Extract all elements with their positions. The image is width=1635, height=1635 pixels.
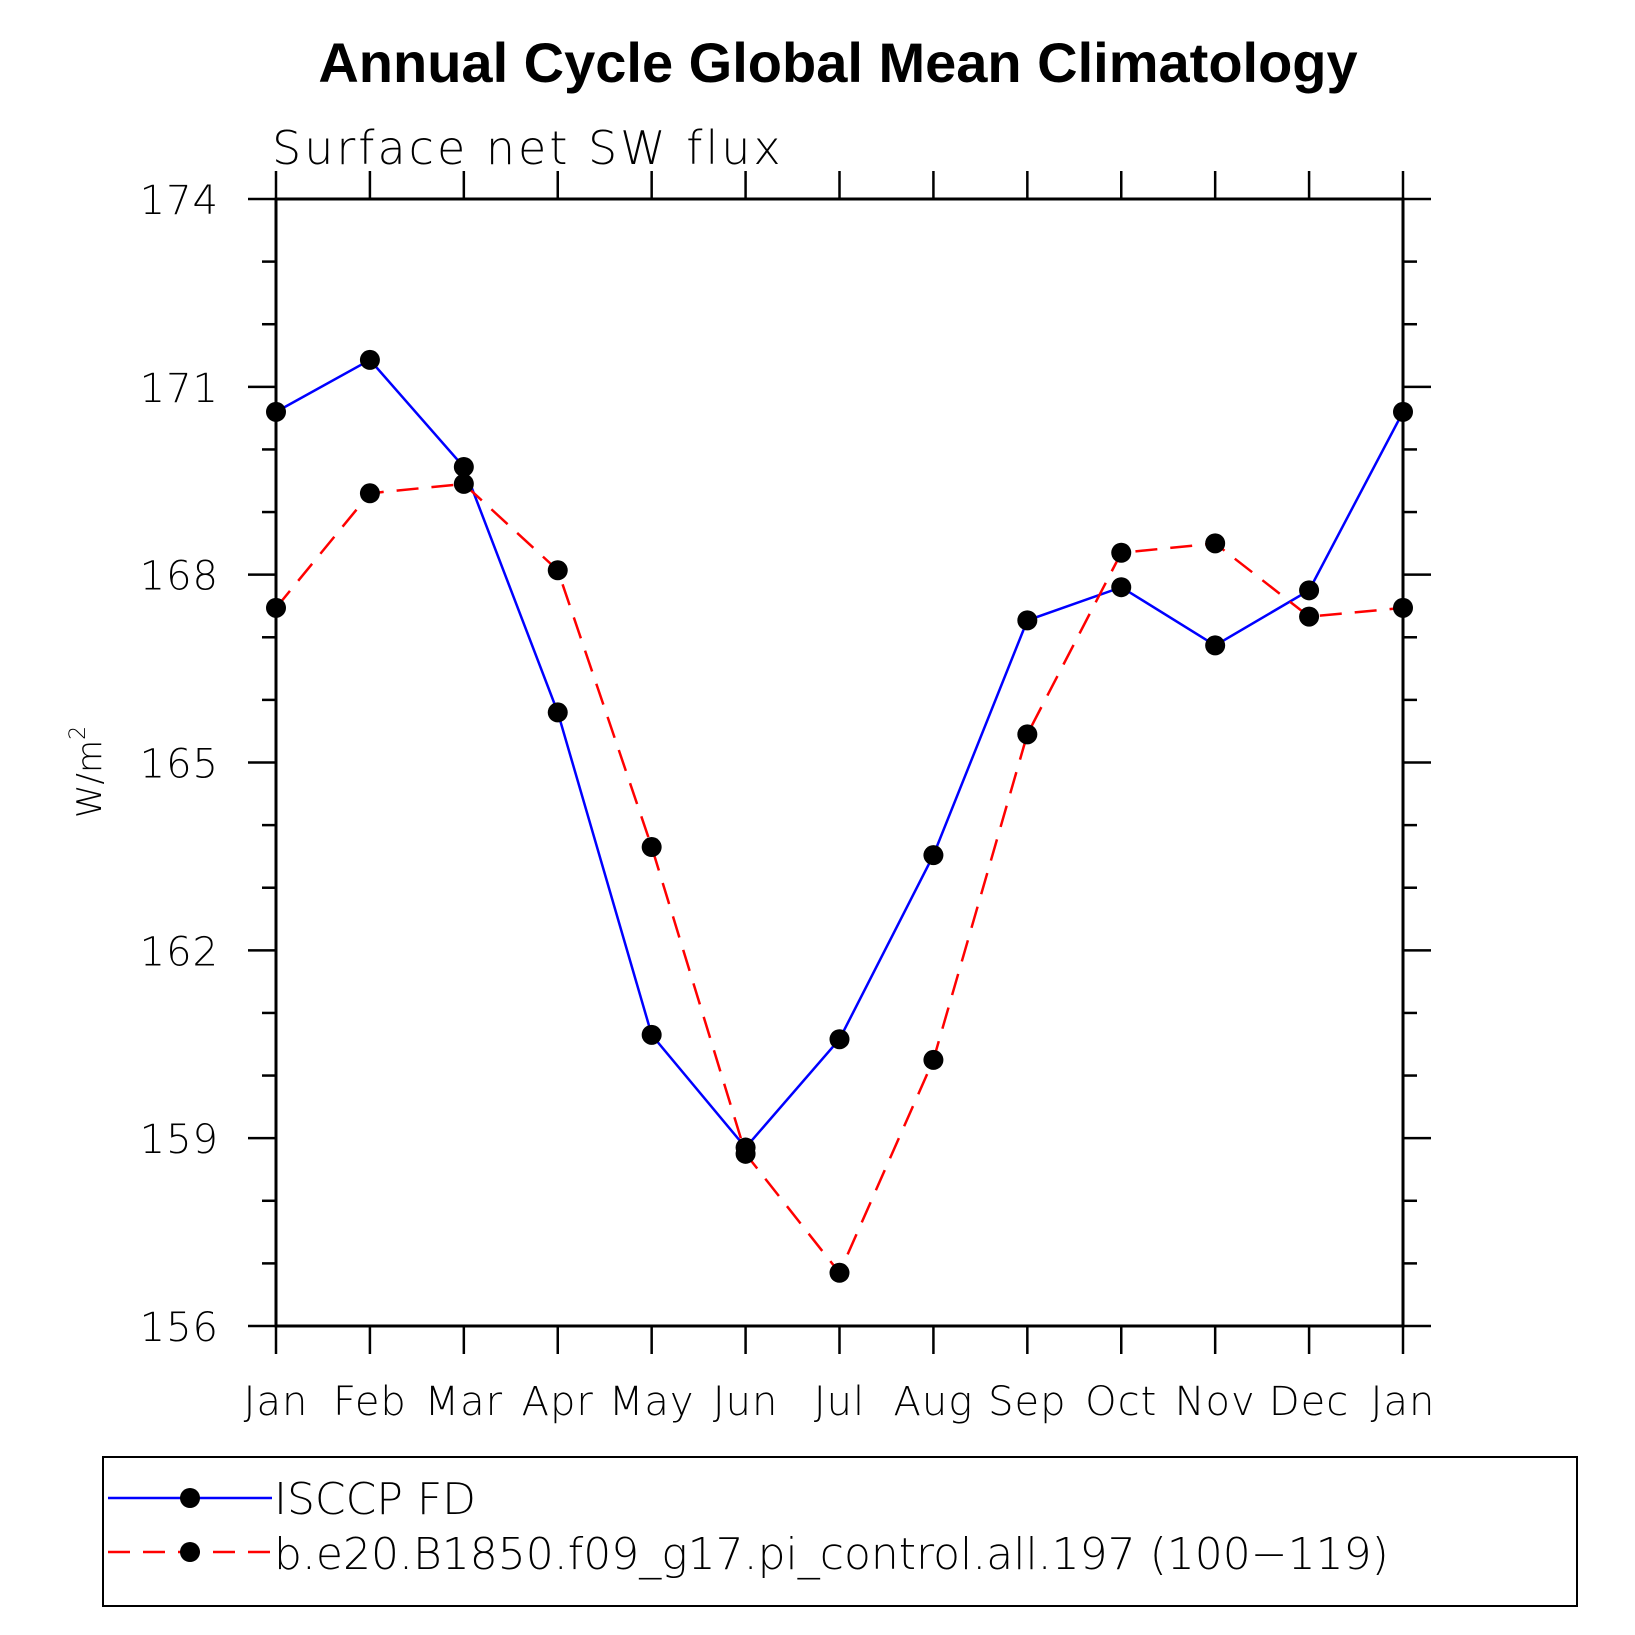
data-point-series-0 <box>829 1029 850 1050</box>
data-point-series-1 <box>359 483 380 504</box>
x-tick-label: Jun <box>713 1379 779 1425</box>
y-axis-label-superscript: 2 <box>66 726 91 740</box>
y-tick-label: 168 <box>140 554 219 600</box>
series-lines <box>275 358 1405 1276</box>
axis-ticks <box>248 171 1431 1354</box>
data-point-series-0 <box>1111 577 1132 598</box>
x-tick-label: Jan <box>1371 1379 1436 1425</box>
data-point-series-0 <box>547 702 568 723</box>
x-tick-label: Jul <box>814 1379 865 1425</box>
legend-label-model: b.e20.B1850.f09_g17.pi_control.all.197 (… <box>274 1529 1389 1580</box>
data-point-series-0 <box>1205 635 1226 656</box>
x-tick-label: May <box>609 1379 695 1425</box>
x-tick-labels: Jan Feb Mar Apr May Jun Jul Aug Sep Oct Nov Dec Jan <box>244 1379 1436 1425</box>
y-tick-label: 165 <box>140 742 219 788</box>
data-point-series-1 <box>266 597 286 618</box>
x-tick-label: Mar <box>425 1379 503 1425</box>
x-tick-label: Sep <box>988 1379 1066 1425</box>
data-point-series-0 <box>641 1024 662 1045</box>
series-line-1 <box>275 482 1404 1276</box>
data-point-series-1 <box>1299 606 1320 627</box>
x-tick-label: Nov <box>1175 1379 1256 1425</box>
y-tick-labels: 174 171 168 165 162 159 156 <box>140 178 219 1351</box>
y-tick-label: 162 <box>140 929 219 975</box>
data-point-series-0 <box>266 401 286 422</box>
y-tick-label: 174 <box>140 178 219 224</box>
chart-title: Annual Cycle Global Mean Climatology <box>318 31 1357 94</box>
x-tick-label: Feb <box>333 1379 407 1425</box>
data-point-series-1 <box>547 560 568 581</box>
data-point-series-1 <box>1205 533 1226 554</box>
y-axis-title: W/m2 <box>66 726 110 818</box>
data-point-series-0 <box>1393 401 1413 422</box>
data-point-series-0 <box>1299 580 1320 601</box>
legend: ISCCP FD b.e20.B1850.f09_g17.pi_control.… <box>102 1456 1578 1607</box>
data-point-series-0 <box>923 845 944 866</box>
data-point-series-0 <box>1017 610 1038 631</box>
data-point-series-1 <box>1393 597 1413 618</box>
data-point-series-0 <box>359 349 380 370</box>
data-point-series-1 <box>829 1262 850 1283</box>
x-tick-label: Apr <box>522 1379 594 1425</box>
data-point-series-1 <box>641 837 662 858</box>
data-point-series-1 <box>923 1049 944 1070</box>
y-tick-label: 159 <box>140 1117 219 1163</box>
legend-label-isccp: ISCCP FD <box>274 1474 476 1525</box>
legend-marker-model <box>180 1542 200 1562</box>
data-point-series-1 <box>1111 542 1132 563</box>
x-tick-label: Oct <box>1085 1379 1157 1425</box>
y-tick-label: 171 <box>140 366 219 412</box>
x-tick-label: Dec <box>1269 1379 1349 1425</box>
legend-box <box>102 1456 1578 1607</box>
data-point-series-1 <box>1017 724 1038 745</box>
legend-marker-isccp <box>180 1488 200 1508</box>
plot-frame <box>274 197 1405 1328</box>
y-axis-label: W/m <box>70 740 110 818</box>
chart-subtitle: Surface net SW flux <box>272 121 784 175</box>
data-point-series-1 <box>735 1143 756 1164</box>
data-point-series-1 <box>453 473 474 494</box>
series-points <box>266 349 1413 1283</box>
svg-text:W/m2: W/m2 <box>66 726 110 818</box>
data-point-series-0 <box>453 456 474 477</box>
x-tick-label: Aug <box>894 1379 974 1425</box>
x-tick-label: Jan <box>244 1379 309 1425</box>
y-tick-label: 156 <box>140 1305 219 1351</box>
